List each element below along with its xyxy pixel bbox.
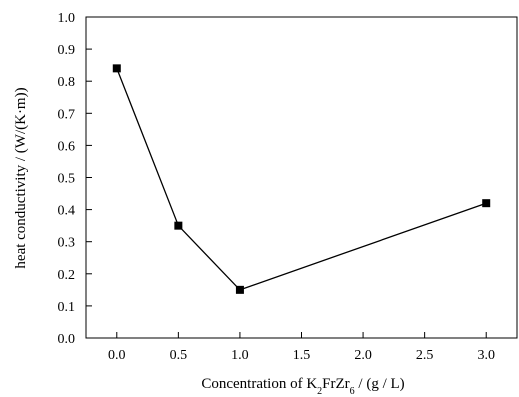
- x-tick-label: 1.0: [231, 348, 249, 363]
- y-tick-label: 1.0: [58, 11, 76, 26]
- x-tick-label: 2.5: [416, 348, 434, 363]
- data-point-marker: [235, 285, 244, 294]
- x-axis-title-middle: FrZr: [322, 376, 350, 392]
- x-axis-title-suffix: / (g / L): [355, 376, 405, 392]
- y-tick-label: 0.6: [58, 139, 76, 154]
- series-group: [112, 64, 491, 294]
- series-line: [116, 68, 487, 291]
- data-point-marker: [112, 64, 121, 73]
- y-tick-label: 0.3: [58, 236, 76, 251]
- y-axis-title: heat conductivity / (W/(K·m)): [13, 87, 29, 268]
- y-tick-label: 0.9: [58, 43, 76, 58]
- y-tick-label: 0.1: [58, 300, 76, 315]
- x-tick-label: 2.0: [354, 348, 372, 363]
- x-axis-title: Concentration of K2FrZr6 / (g / L): [201, 376, 404, 397]
- data-point-marker: [482, 199, 491, 208]
- x-axis-title-subscript-2: 6: [350, 386, 355, 397]
- x-axis-title-prefix: Concentration of K: [201, 376, 317, 392]
- y-axis-ticks: 0.0 0.1 0.2 0.3 0.4 0.5 0.6 0.7 0.8 0.9 1.0: [58, 11, 92, 347]
- x-axis-ticks: 0.0 0.5 1.0 1.5 2.0 2.5 3.0: [108, 332, 495, 363]
- x-tick-label: 1.5: [293, 348, 311, 363]
- x-tick-label: 3.0: [477, 348, 495, 363]
- x-tick-label: 0.0: [108, 348, 126, 363]
- plot-area: [85, 16, 518, 339]
- x-tick-label: 0.5: [170, 348, 188, 363]
- y-tick-label: 0.0: [58, 332, 76, 347]
- x-axis-title-subscript-1: 2: [317, 386, 322, 397]
- y-tick-label: 0.7: [58, 107, 76, 122]
- y-tick-label: 0.2: [58, 268, 76, 283]
- y-tick-label: 0.4: [58, 204, 76, 219]
- y-tick-label: 0.5: [58, 172, 76, 187]
- y-tick-label: 0.8: [58, 75, 76, 90]
- data-point-marker: [174, 221, 183, 230]
